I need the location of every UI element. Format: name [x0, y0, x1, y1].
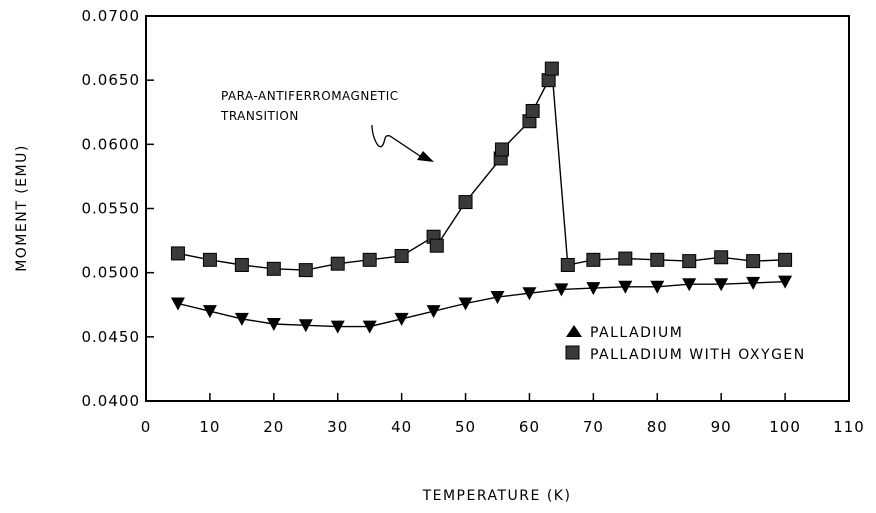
annotation-arrowhead — [417, 151, 434, 162]
legend-label-palladium: PALLADIUM — [590, 325, 683, 341]
y-tick-label: 0.0400 — [82, 392, 141, 410]
data-point-palladium-oxygen — [330, 256, 345, 271]
annotation-line-2: TRANSITION — [220, 109, 299, 123]
y-tick-label: 0.0550 — [82, 200, 141, 218]
data-point-palladium — [458, 297, 473, 311]
data-point-palladium — [618, 280, 633, 294]
x-tick-label: 100 — [769, 418, 801, 436]
x-tick-label: 50 — [455, 418, 476, 436]
data-point-palladium — [266, 318, 281, 331]
series-line-0 — [177, 281, 786, 328]
data-point-palladium-oxygen — [778, 252, 793, 267]
data-point-palladium — [170, 297, 185, 311]
legend-label-palladium-with-oxygen: PALLADIUM WITH OXYGEN — [590, 347, 806, 363]
data-point-palladium-oxygen — [362, 252, 377, 267]
data-point-palladium-oxygen — [586, 252, 601, 267]
data-point-palladium — [554, 283, 569, 297]
data-point-palladium — [714, 278, 729, 292]
x-tick-label: 10 — [199, 418, 220, 436]
data-point-palladium — [650, 280, 665, 294]
y-tick-label: 0.0500 — [82, 264, 141, 282]
data-point-palladium-oxygen — [544, 61, 559, 76]
plot-frame — [145, 15, 850, 402]
x-tick-label: 70 — [583, 418, 604, 436]
data-point-palladium — [362, 320, 377, 334]
x-axis-title: TEMPERATURE (K) — [422, 488, 572, 504]
y-axis-title: MOMENT (EMU) — [14, 144, 30, 272]
legend-square-marker — [565, 345, 580, 360]
data-point-palladium — [778, 275, 793, 289]
x-tick-label: 40 — [391, 418, 412, 436]
legend: PALLADIUM PALLADIUM WITH OXYGEN — [565, 325, 806, 363]
data-point-palladium-oxygen — [525, 103, 540, 118]
data-point-palladium-oxygen — [714, 250, 729, 265]
data-point-palladium-oxygen — [682, 254, 697, 269]
x-tick-label: 30 — [327, 418, 348, 436]
markers-layer — [170, 61, 793, 334]
data-point-palladium-oxygen — [266, 261, 281, 276]
data-point-palladium — [202, 305, 217, 319]
lines-layer — [177, 68, 786, 328]
x-tick-label: 80 — [647, 418, 668, 436]
ticks-layer: 0 10 20 30 40 50 60 70 80 90 100 110 0.0400 0.0450 0.0… — [82, 7, 865, 436]
data-point-palladium-oxygen — [298, 263, 313, 278]
annotation-arrow — [371, 124, 421, 157]
x-tick-label: 0 — [141, 418, 152, 436]
data-point-palladium — [298, 319, 313, 333]
legend-triangle-marker — [566, 325, 582, 337]
data-point-palladium-oxygen — [650, 252, 665, 267]
data-point-palladium-oxygen — [458, 195, 473, 210]
data-point-palladium-oxygen — [170, 246, 185, 261]
data-point-palladium — [330, 320, 345, 334]
data-point-palladium-oxygen — [234, 257, 249, 272]
y-tick-label: 0.0700 — [82, 7, 141, 25]
x-tick-label: 20 — [263, 418, 284, 436]
x-tick-label: 90 — [711, 418, 732, 436]
data-point-palladium — [490, 291, 505, 305]
data-point-palladium — [522, 287, 537, 301]
x-tick-label: 60 — [519, 418, 540, 436]
data-point-palladium — [234, 312, 249, 326]
data-point-palladium-oxygen — [394, 248, 409, 263]
data-point-palladium — [394, 312, 409, 326]
data-point-palladium — [586, 282, 601, 296]
y-tick-label: 0.0450 — [82, 328, 141, 346]
y-tick-label: 0.0600 — [82, 135, 141, 153]
annotation-line-1: PARA-ANTIFERROMAGNETIC — [221, 89, 399, 103]
data-point-palladium-oxygen — [494, 142, 509, 157]
data-point-palladium-oxygen — [202, 252, 217, 267]
x-tick-label: 110 — [833, 418, 865, 436]
data-point-palladium-oxygen — [618, 251, 633, 266]
annotation: PARA-ANTIFERROMAGNETIC TRANSITION — [220, 89, 434, 162]
data-point-palladium — [682, 278, 697, 292]
data-point-palladium-oxygen — [560, 257, 575, 272]
data-point-palladium — [426, 305, 441, 319]
data-point-palladium-oxygen — [746, 254, 761, 269]
y-tick-label: 0.0650 — [82, 71, 141, 89]
data-point-palladium-oxygen — [429, 238, 444, 253]
data-point-palladium — [746, 276, 761, 290]
